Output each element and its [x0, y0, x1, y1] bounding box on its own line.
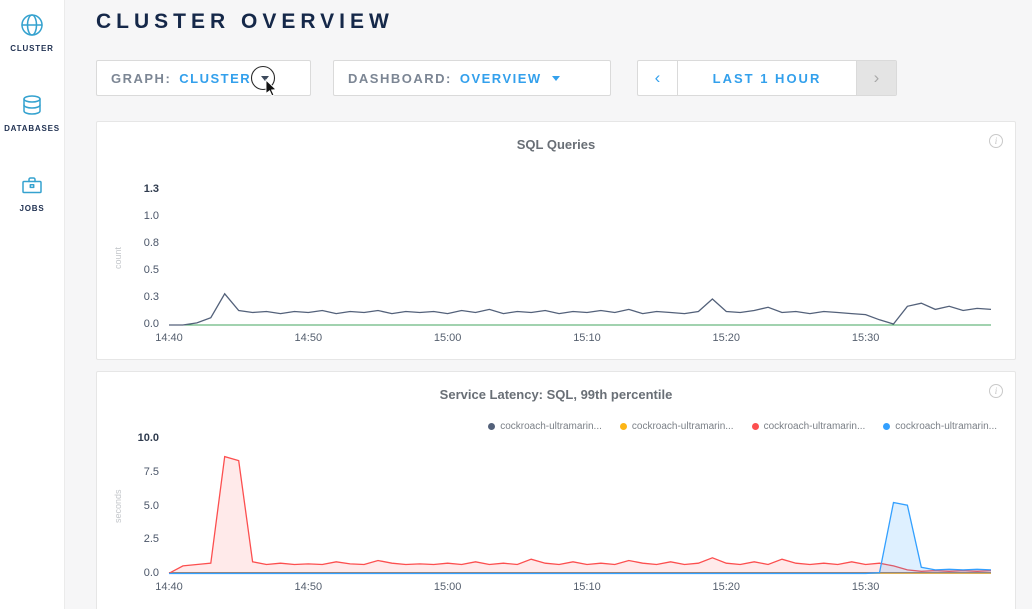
briefcase-icon	[22, 177, 42, 194]
legend-label: cockroach-ultramarin...	[500, 421, 602, 432]
legend-dot-icon	[619, 423, 627, 430]
y-tick-label: 7.5	[143, 465, 159, 478]
info-icon[interactable]: i	[989, 134, 1003, 148]
y-tick-label: 0.0	[143, 567, 159, 579]
y-tick-label: 10.0	[137, 432, 159, 444]
dashboard-dropdown[interactable]: DASHBOARD: OVERVIEW	[333, 60, 611, 96]
time-range-picker: ‹ LAST 1 HOUR ›	[637, 60, 897, 96]
chart-plot-area	[169, 190, 992, 326]
sidebar: CLUSTER DATABASES JOBS	[0, 0, 65, 609]
x-tick-label: 15:00	[433, 581, 462, 593]
series-line-node-3	[168, 455, 992, 574]
sidebar-item-databases[interactable]: DATABASES	[0, 80, 64, 160]
x-tick-label: 15:30	[851, 581, 880, 593]
y-tick-label: 0.8	[143, 237, 159, 249]
time-prev-button[interactable]: ‹	[638, 61, 678, 95]
x-tick-label: 14:50	[294, 581, 323, 593]
dashboard-dropdown-value: OVERVIEW	[459, 70, 542, 86]
y-tick-label: 0.0	[143, 318, 159, 330]
legend-item[interactable]: cockroach-ultramarin...	[488, 421, 602, 432]
series-area-node-3	[169, 456, 991, 574]
page-title: CLUSTER OVERVIEW	[96, 10, 394, 33]
sidebar-item-label: DATABASES	[4, 124, 60, 133]
series-line-queries	[169, 292, 992, 326]
legend-dot-icon	[488, 423, 496, 430]
series-area-node-4	[169, 502, 991, 574]
sidebar-item-label: JOBS	[19, 204, 45, 213]
legend-dot-icon	[883, 423, 891, 430]
y-tick-label: 0.5	[143, 264, 159, 276]
legend-dot-icon	[751, 423, 759, 430]
y-tick-label: 1.3	[143, 183, 159, 195]
chart-plot-area	[168, 439, 992, 575]
line-chart-svg	[169, 292, 992, 326]
x-tick-label: 15:10	[573, 581, 601, 593]
sidebar-item-label: CLUSTER	[10, 44, 54, 53]
graph-dropdown[interactable]: GRAPH: CLUSTER	[96, 60, 311, 96]
legend-label: cockroach-ultramarin...	[763, 421, 866, 432]
y-tick-label: 1.0	[143, 210, 159, 222]
controls-bar: GRAPH: CLUSTER DASHBOARD: OVERVIEW ‹ LAS…	[96, 60, 976, 96]
y-axis-unit-label: seconds	[113, 489, 123, 524]
time-next-button[interactable]: ›	[856, 61, 896, 95]
x-tick-label: 14:50	[294, 332, 323, 344]
y-tick-label: 5.0	[143, 499, 159, 512]
chart-title: SQL Queries	[516, 137, 596, 152]
legend-item[interactable]: cockroach-ultramarin...	[619, 421, 734, 432]
legend-label: cockroach-ultramarin...	[895, 421, 997, 432]
dashboard-dropdown-label: DASHBOARD:	[348, 70, 452, 86]
y-axis-unit-label: count	[113, 246, 123, 269]
x-tick-label: 15:20	[712, 581, 741, 593]
legend-label: cockroach-ultramarin...	[631, 421, 734, 432]
x-tick-label: 15:30	[851, 332, 880, 344]
y-tick-label: 0.3	[143, 291, 159, 303]
line-chart-svg	[168, 455, 992, 575]
legend-item[interactable]: cockroach-ultramarin...	[883, 421, 997, 432]
series-line-node-4	[169, 501, 992, 575]
sidebar-item-cluster[interactable]: CLUSTER	[0, 0, 64, 80]
chart-legend: cockroach-ultramarin... cockroach-ultrama…	[488, 421, 997, 432]
x-tick-label: 15:20	[712, 332, 741, 344]
graph-dropdown-value: CLUSTER	[179, 70, 252, 86]
sidebar-item-jobs[interactable]: JOBS	[0, 160, 64, 240]
x-tick-label: 14:40	[155, 581, 183, 593]
x-tick-label: 15:00	[433, 332, 462, 344]
graph-dropdown-label: GRAPH:	[111, 70, 172, 86]
time-range-label[interactable]: LAST 1 HOUR	[712, 70, 822, 86]
legend-item[interactable]: cockroach-ultramarin...	[751, 421, 866, 432]
chevron-down-icon	[261, 75, 270, 81]
y-tick-label: 2.5	[143, 533, 159, 546]
chart-title: Service Latency: SQL, 99th percentile	[439, 387, 673, 402]
sql-queries-chart-card: SQL Queries i count 1.3 1.0 0.8 0.5 0.3 0.0 1…	[96, 121, 1016, 360]
x-tick-label: 14:40	[155, 332, 183, 344]
databases-icon	[23, 95, 41, 115]
x-tick-label: 15:10	[573, 332, 601, 344]
info-icon[interactable]: i	[989, 384, 1003, 398]
globe-icon	[21, 14, 43, 36]
service-latency-chart-card: Service Latency: SQL, 99th percentile i …	[96, 371, 1016, 609]
chevron-down-icon	[551, 75, 560, 81]
